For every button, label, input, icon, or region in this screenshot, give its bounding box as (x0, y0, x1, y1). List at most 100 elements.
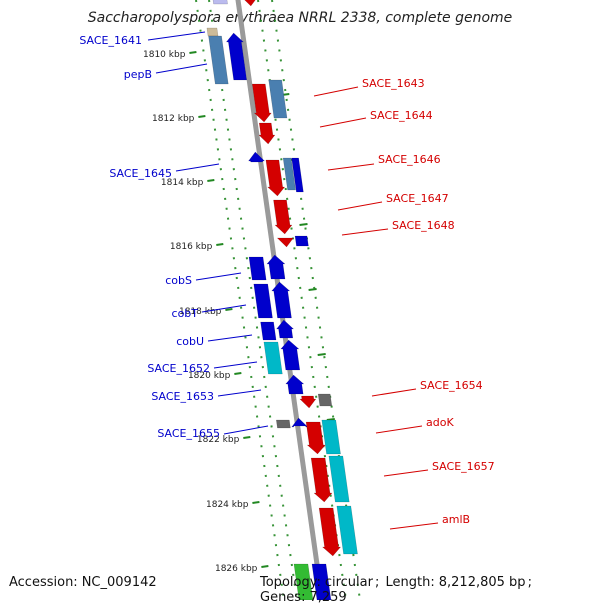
gene-block[interactable] (212, 0, 228, 5)
left-gene-label[interactable]: SACE_1645 (109, 167, 172, 180)
gene-block-cobt-a[interactable] (253, 283, 273, 319)
accession-info: Accession: NC_009142 (9, 575, 157, 590)
scale-tick (308, 288, 317, 291)
label-leader (389, 522, 439, 530)
gene-block-sace1654[interactable] (299, 395, 317, 409)
gene-block-sace1645[interactable] (248, 151, 266, 163)
scale-tick (198, 115, 206, 118)
topology-info: Topology: circular; Length: 8,212,805 bp; … (260, 575, 600, 605)
left-gene-label[interactable]: cobU (176, 335, 204, 348)
right-gene-label[interactable]: amlB (442, 513, 470, 526)
left-gene-label[interactable]: cobS (165, 274, 192, 287)
scale-label: 1822 kbp (197, 435, 240, 445)
gene-block-sace1652-b[interactable] (280, 339, 301, 371)
accession-label: Accession: (9, 575, 78, 590)
scale-tick (326, 418, 335, 421)
right-gene-label[interactable]: SACE_1644 (370, 109, 433, 122)
gene-block-amlb[interactable] (318, 507, 342, 557)
gene-block-sace1657-b[interactable] (328, 455, 350, 503)
right-gene-label[interactable]: SACE_1647 (386, 192, 449, 205)
gene-block-adok-b[interactable] (321, 419, 341, 455)
gene-block-cobu-b[interactable] (276, 319, 295, 339)
label-leader (223, 425, 269, 435)
left-gene-label[interactable]: SACE_1641 (79, 34, 142, 47)
gene-block-sace1643-b[interactable] (268, 79, 288, 119)
scale-tick (216, 243, 224, 246)
gene-block-bottom-green[interactable] (293, 563, 314, 600)
label-leader (319, 117, 367, 128)
right-gene-label[interactable]: SACE_1648 (392, 219, 455, 232)
scale-tick (234, 372, 242, 375)
right-gene-label[interactable]: SACE_1646 (378, 153, 441, 166)
length-value: 8,212,805 bp (438, 575, 526, 590)
left-gene-label[interactable]: SACE_1653 (151, 390, 214, 403)
gene-block-sace1657[interactable] (310, 457, 333, 503)
label-leader (201, 304, 247, 313)
scale-tick (225, 308, 233, 311)
gene-block-cobs-a[interactable] (248, 256, 267, 281)
left-gene-label[interactable]: pepB (124, 68, 152, 81)
gene-block-sace1648-b[interactable] (294, 235, 309, 247)
scale-tick (252, 501, 260, 504)
gene-block-adok[interactable] (305, 421, 326, 455)
topology-label: Topology: (260, 575, 321, 590)
right-gene-label[interactable]: SACE_1657 (432, 460, 495, 473)
scale-tick (317, 353, 326, 356)
gene-block-sace1654-b[interactable] (317, 393, 333, 407)
accession-value: NC_009142 (81, 575, 157, 590)
gene-block-sace1646-c[interactable] (291, 157, 304, 193)
gene-block-sace1648[interactable] (276, 237, 294, 248)
label-leader (375, 425, 423, 434)
length-label: Length: (385, 575, 435, 590)
gene-block-sace1646[interactable] (265, 159, 286, 197)
gene-block-pepb-b[interactable] (225, 32, 247, 81)
gene-block-sace1644[interactable] (258, 122, 276, 145)
genes-value: 7,259 (309, 590, 347, 605)
gene-block-cobt-b[interactable] (271, 281, 292, 319)
track-guide (208, 0, 298, 600)
genes-label: Genes: (260, 590, 306, 605)
right-gene-label[interactable]: SACE_1654 (420, 379, 483, 392)
gene-block-pepb-a[interactable] (208, 35, 229, 85)
scale-label: 1824 kbp (206, 500, 249, 510)
scale-label: 1820 kbp (188, 371, 231, 381)
gene-block-sace1646-b[interactable] (282, 157, 296, 191)
left-gene-label[interactable]: SACE_1655 (157, 427, 220, 440)
gene-block-sace1655-a[interactable] (276, 419, 291, 429)
label-leader (147, 31, 206, 41)
right-gene-label[interactable]: SACE_1643 (362, 77, 425, 90)
gene-block-sace1653[interactable] (285, 374, 305, 395)
scale-tick (261, 565, 269, 568)
scale-label: 1826 kbp (215, 564, 258, 574)
gene-block-sace1643[interactable] (251, 83, 272, 123)
label-leader (175, 163, 220, 172)
label-leader (207, 334, 253, 342)
right-gene-label[interactable]: adoK (426, 416, 454, 429)
scale-tick (189, 51, 197, 54)
gene-block-cobs-b[interactable] (266, 254, 286, 280)
left-gene-label[interactable]: SACE_1652 (147, 362, 210, 375)
gene-block-amlb-b[interactable] (336, 505, 358, 555)
gene-block-sace1647[interactable] (273, 199, 293, 235)
scale-tick (299, 223, 308, 226)
label-leader (195, 272, 242, 281)
gene-block[interactable] (242, 0, 258, 7)
map-title: Saccharopolyspora erythraea NRRL 2338, c… (87, 10, 513, 26)
scale-label: 1814 kbp (161, 178, 204, 188)
scale-label: 1810 kbp (143, 50, 186, 60)
scale-label: 1812 kbp (152, 114, 195, 124)
sep-1: ; (374, 575, 380, 590)
gene-block-sace1655-b[interactable] (291, 417, 309, 428)
scale-label: 1816 kbp (170, 242, 213, 252)
gene-block-bottom-blue[interactable] (311, 563, 332, 600)
label-leader (383, 469, 429, 477)
label-leader (217, 389, 262, 397)
gene-block-sace1652[interactable] (263, 341, 283, 375)
gene-block[interactable] (206, 27, 219, 37)
label-leader (371, 388, 417, 397)
left-gene-label[interactable]: cobT (172, 307, 199, 320)
scale-tick (207, 179, 215, 182)
gene-block-cobu-a[interactable] (260, 321, 277, 341)
scale-label: 1818 kbp (179, 307, 222, 317)
